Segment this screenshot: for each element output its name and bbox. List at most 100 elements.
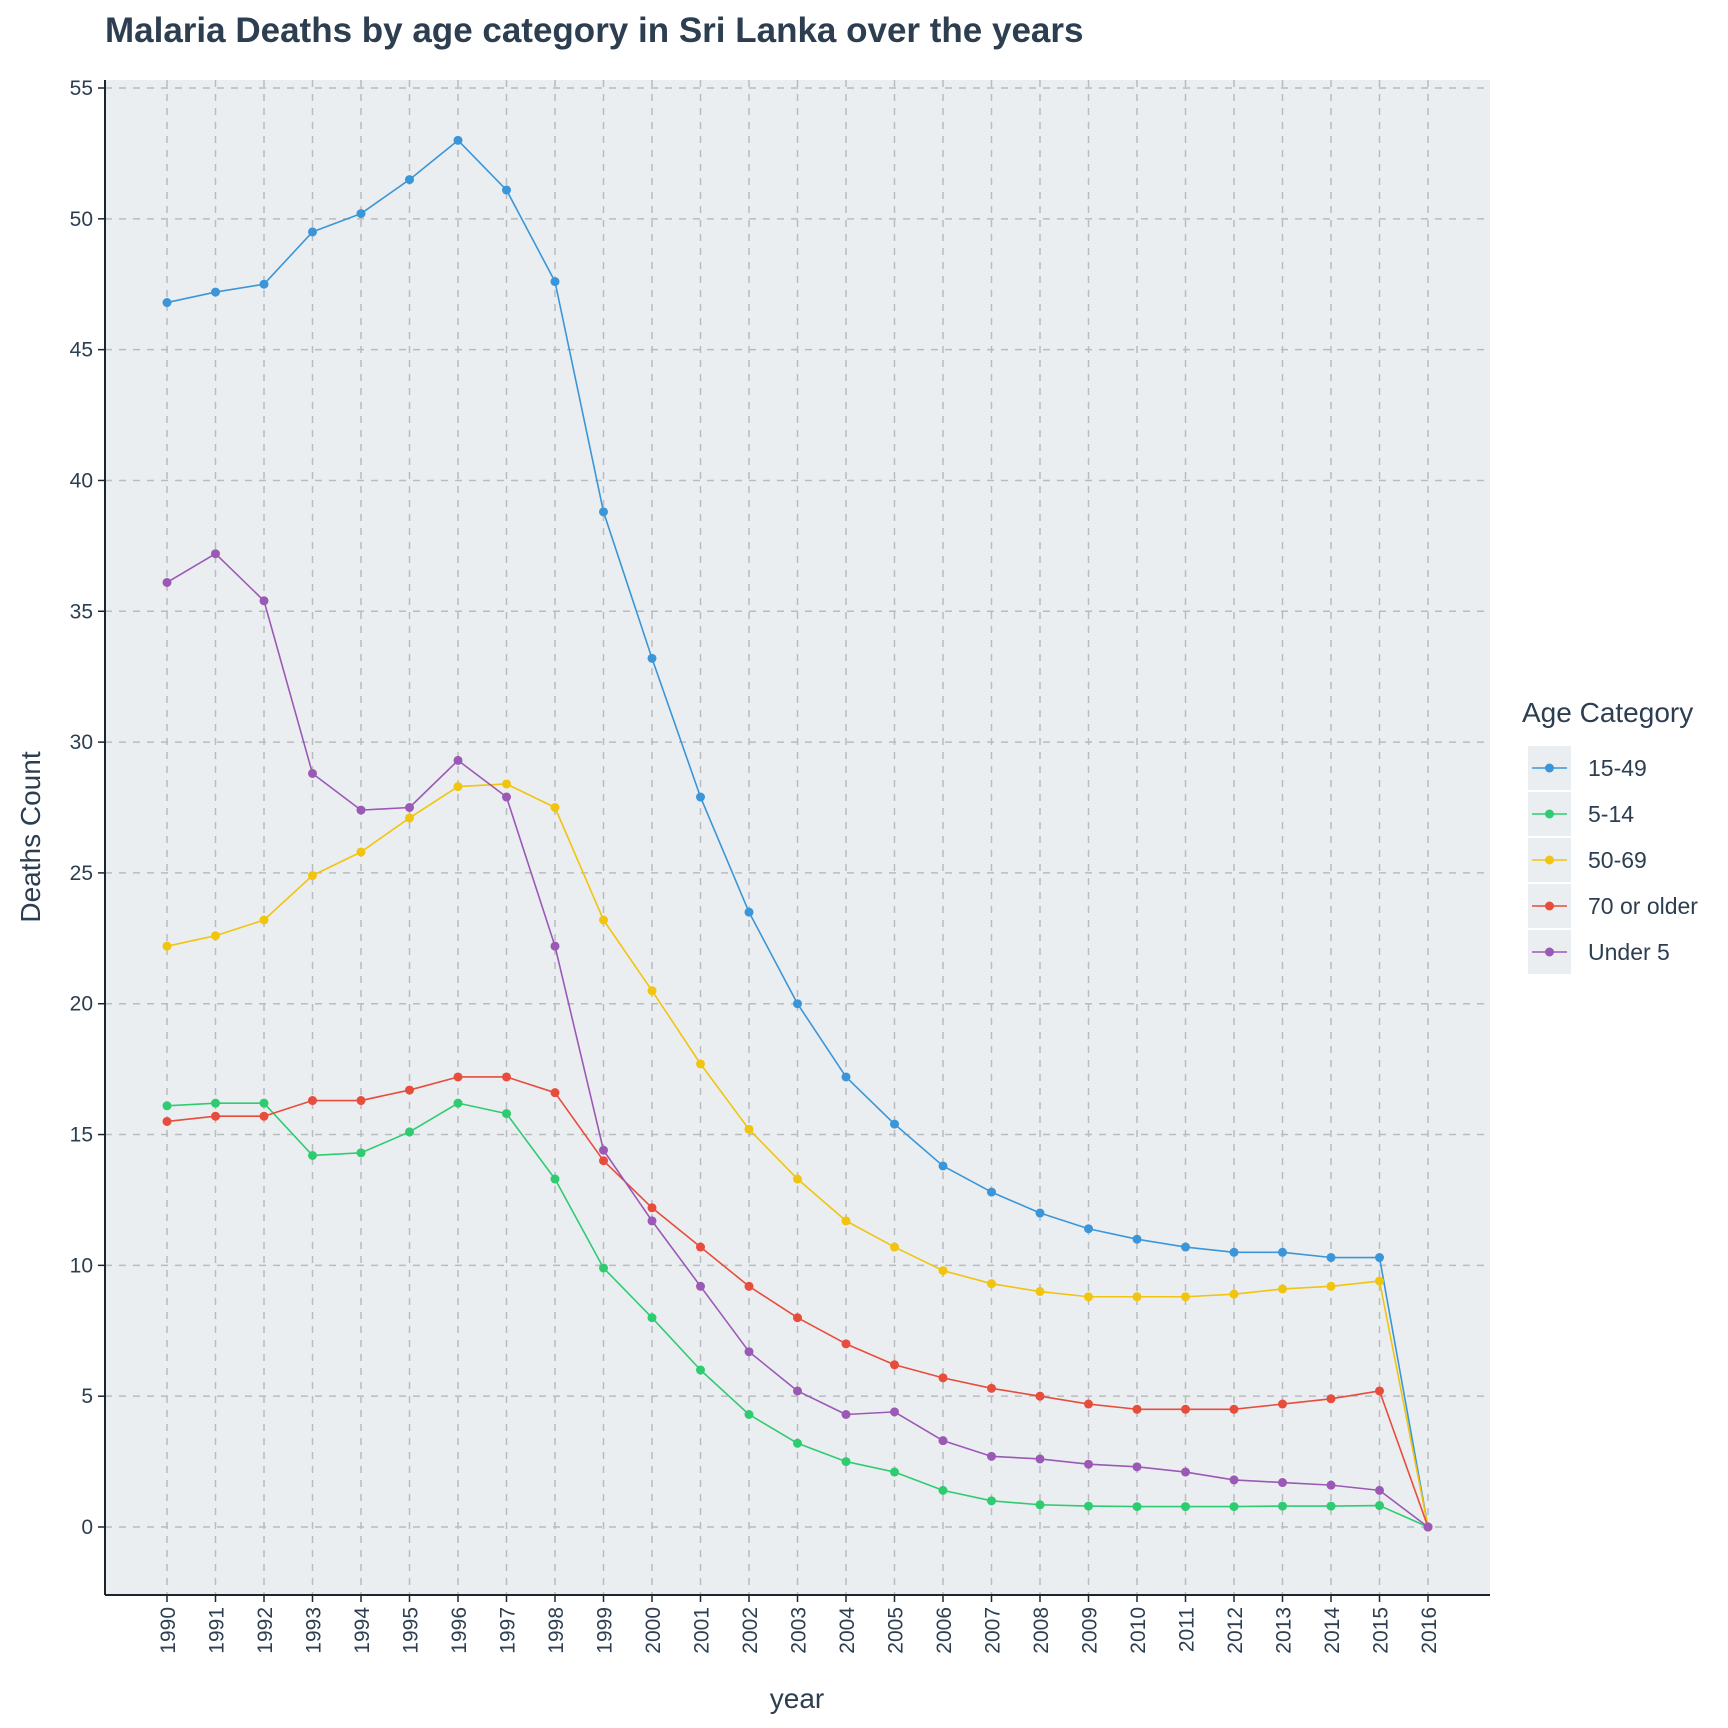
data-point bbox=[1132, 1234, 1142, 1244]
data-point bbox=[1229, 1247, 1239, 1257]
data-point bbox=[356, 805, 366, 815]
data-point bbox=[1181, 1292, 1190, 1302]
data-point bbox=[1084, 1501, 1093, 1511]
legend-items: 15-49 5-14 50-69 70 or older Under 5 bbox=[1528, 746, 1698, 974]
data-point bbox=[308, 1150, 317, 1160]
data-point bbox=[793, 1438, 802, 1448]
data-point bbox=[1278, 1284, 1287, 1294]
data-point bbox=[1181, 1242, 1190, 1252]
y-tick-label: 10 bbox=[70, 1254, 93, 1277]
data-point bbox=[1229, 1475, 1239, 1485]
x-tick-label: 2000 bbox=[642, 1607, 665, 1654]
data-point bbox=[1132, 1462, 1142, 1472]
data-point bbox=[1423, 1522, 1433, 1532]
data-point bbox=[1278, 1478, 1287, 1488]
data-point bbox=[356, 1148, 366, 1158]
data-point bbox=[1375, 1501, 1384, 1511]
legend-key-point bbox=[1545, 809, 1554, 819]
data-point bbox=[938, 1436, 948, 1446]
data-point bbox=[696, 1281, 705, 1291]
data-point bbox=[1326, 1480, 1336, 1490]
data-point bbox=[308, 227, 317, 237]
data-point bbox=[211, 287, 220, 297]
y-tick-label: 0 bbox=[81, 1516, 93, 1539]
data-point bbox=[550, 1088, 560, 1098]
data-point bbox=[211, 1111, 220, 1121]
data-point bbox=[599, 1145, 608, 1155]
data-point bbox=[550, 941, 560, 951]
x-tick-label: 2003 bbox=[788, 1607, 811, 1654]
legend-item: Under 5 bbox=[1528, 930, 1670, 974]
data-point bbox=[1132, 1404, 1142, 1414]
data-point bbox=[744, 907, 754, 917]
x-tick-label: 2007 bbox=[982, 1607, 1005, 1654]
series-5-14 bbox=[162, 1098, 1433, 1532]
data-point bbox=[841, 1339, 851, 1349]
data-point bbox=[647, 653, 657, 663]
data-point bbox=[696, 1242, 705, 1252]
data-point bbox=[1181, 1467, 1190, 1477]
data-point bbox=[599, 507, 608, 517]
data-point bbox=[162, 298, 172, 308]
data-point bbox=[502, 792, 511, 802]
data-point bbox=[502, 779, 511, 789]
y-tick-label: 5 bbox=[81, 1385, 93, 1408]
legend-key-point bbox=[1545, 763, 1554, 773]
legend-item: 5-14 bbox=[1528, 792, 1634, 836]
x-tick-label: 1996 bbox=[448, 1607, 471, 1654]
data-point bbox=[259, 1111, 269, 1121]
data-point bbox=[1375, 1386, 1384, 1396]
x-tick-label: 1995 bbox=[400, 1607, 423, 1654]
data-point bbox=[1035, 1208, 1045, 1218]
x-tick-label: 2012 bbox=[1224, 1607, 1247, 1654]
legend-item: 70 or older bbox=[1528, 884, 1698, 928]
data-point bbox=[453, 782, 463, 792]
legend-label: Under 5 bbox=[1588, 939, 1670, 965]
data-point bbox=[1278, 1399, 1287, 1409]
data-point bbox=[793, 1386, 802, 1396]
legend-label: 50-69 bbox=[1588, 847, 1647, 873]
data-point bbox=[938, 1266, 948, 1276]
data-point bbox=[550, 277, 560, 287]
gridlines bbox=[105, 80, 1490, 1595]
data-point bbox=[599, 1156, 608, 1166]
data-point bbox=[1035, 1454, 1045, 1464]
data-point bbox=[1084, 1459, 1093, 1469]
y-tick-label: 50 bbox=[70, 208, 93, 231]
data-point bbox=[453, 755, 463, 765]
data-point bbox=[502, 1072, 511, 1082]
data-point bbox=[938, 1373, 948, 1383]
x-tick-label: 2005 bbox=[885, 1607, 908, 1654]
y-tick-label: 45 bbox=[70, 339, 93, 362]
x-tick-label: 1993 bbox=[303, 1607, 326, 1654]
data-point bbox=[308, 1096, 317, 1106]
data-point bbox=[259, 1098, 269, 1108]
y-tick-label: 25 bbox=[70, 862, 93, 885]
x-tick-label: 2014 bbox=[1321, 1607, 1344, 1654]
legend-label: 70 or older bbox=[1588, 893, 1698, 919]
data-point bbox=[1132, 1502, 1142, 1512]
x-tick-label: 1998 bbox=[545, 1607, 568, 1654]
y-tick-label: 20 bbox=[70, 993, 93, 1016]
legend-key-point bbox=[1545, 901, 1554, 911]
x-tick-label: 1991 bbox=[206, 1607, 229, 1654]
data-point bbox=[1326, 1281, 1336, 1291]
data-point bbox=[696, 1059, 705, 1069]
series-70-or-older bbox=[162, 1072, 1433, 1532]
data-point bbox=[841, 1457, 851, 1467]
data-point bbox=[1375, 1485, 1384, 1495]
data-point bbox=[1278, 1247, 1287, 1257]
data-point bbox=[1035, 1287, 1045, 1297]
legend-title: Age Category bbox=[1522, 697, 1693, 728]
data-point bbox=[405, 1127, 414, 1137]
data-point bbox=[162, 1116, 172, 1126]
data-point bbox=[356, 209, 366, 219]
legend: Age Category 15-49 5-14 50-69 70 or older Un… bbox=[1522, 697, 1698, 974]
data-point bbox=[647, 986, 657, 996]
data-point bbox=[841, 1072, 851, 1082]
data-point bbox=[1035, 1391, 1045, 1401]
data-point bbox=[599, 915, 608, 925]
x-tick-label: 2006 bbox=[933, 1607, 956, 1654]
data-point bbox=[405, 175, 414, 185]
x-tick-label: 2011 bbox=[1176, 1607, 1199, 1652]
